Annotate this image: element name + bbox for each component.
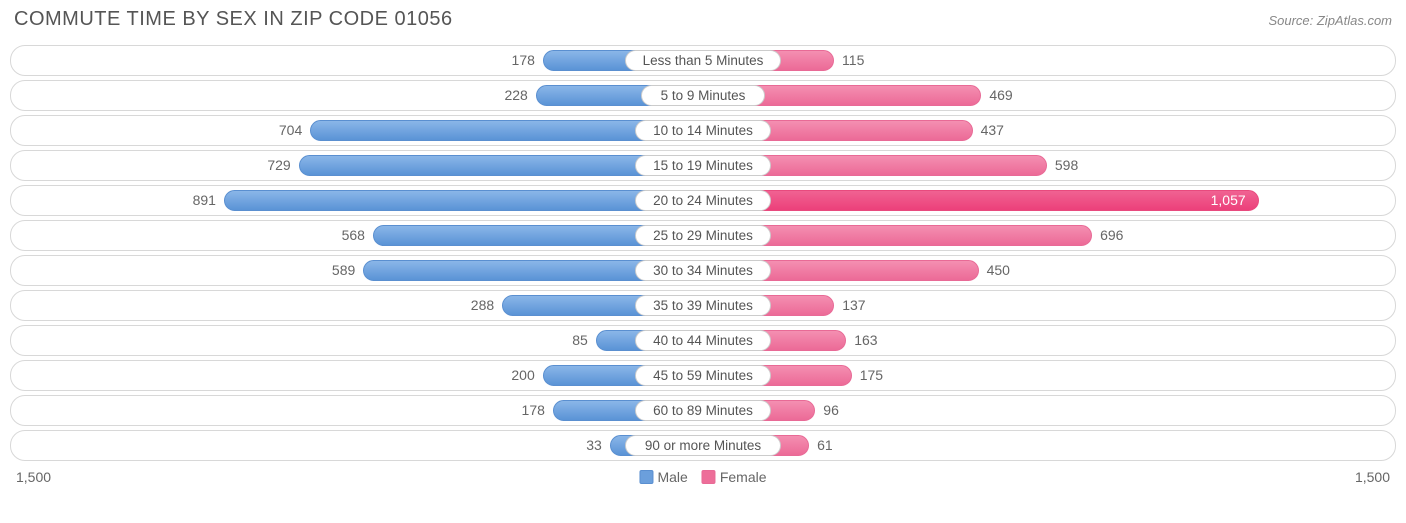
chart-header: COMMUTE TIME BY SEX IN ZIP CODE 01056 So… — [10, 8, 1396, 31]
female-value: 450 — [979, 256, 1010, 285]
chart-row: 729 598 15 to 19 Minutes — [10, 150, 1396, 181]
chart-row: 589 450 30 to 34 Minutes — [10, 255, 1396, 286]
chart-row: 891 1,057 20 to 24 Minutes — [10, 185, 1396, 216]
axis-left-label: 1,500 — [16, 469, 51, 485]
male-bar — [224, 190, 703, 211]
male-value: 729 — [267, 151, 298, 180]
female-value: 115 — [834, 46, 864, 75]
female-bar — [703, 190, 1259, 211]
male-value: 85 — [572, 326, 596, 355]
chart-row: 704 437 10 to 14 Minutes — [10, 115, 1396, 146]
category-pill: 25 to 29 Minutes — [635, 225, 771, 246]
chart-row: 568 696 25 to 29 Minutes — [10, 220, 1396, 251]
category-pill: 40 to 44 Minutes — [635, 330, 771, 351]
male-value: 228 — [504, 81, 535, 110]
male-value: 288 — [471, 291, 502, 320]
male-value: 891 — [193, 186, 224, 215]
category-pill: 45 to 59 Minutes — [635, 365, 771, 386]
chart-row: 85 163 40 to 44 Minutes — [10, 325, 1396, 356]
category-pill: 20 to 24 Minutes — [635, 190, 771, 211]
category-pill: 5 to 9 Minutes — [641, 85, 765, 106]
male-value: 178 — [512, 46, 543, 75]
male-value: 200 — [511, 361, 542, 390]
male-value: 589 — [332, 256, 363, 285]
category-pill: 90 or more Minutes — [625, 435, 781, 456]
category-pill: 60 to 89 Minutes — [635, 400, 771, 421]
category-pill: Less than 5 Minutes — [625, 50, 781, 71]
male-value: 178 — [522, 396, 553, 425]
chart-row: 200 175 45 to 59 Minutes — [10, 360, 1396, 391]
female-value: 96 — [815, 396, 839, 425]
female-value: 163 — [846, 326, 877, 355]
legend-male: Male — [639, 469, 687, 485]
female-value: 437 — [973, 116, 1004, 145]
legend: Male Female — [639, 469, 766, 485]
female-value: 175 — [852, 361, 883, 390]
male-value: 704 — [279, 116, 310, 145]
legend-female: Female — [702, 469, 767, 485]
category-pill: 30 to 34 Minutes — [635, 260, 771, 281]
category-pill: 15 to 19 Minutes — [635, 155, 771, 176]
chart-row: 178 115 Less than 5 Minutes — [10, 45, 1396, 76]
chart-source: Source: ZipAtlas.com — [1268, 13, 1392, 28]
diverging-bar-chart: 178 115 Less than 5 Minutes 228 469 5 to 9 Mi… — [10, 45, 1396, 461]
female-value: 598 — [1047, 151, 1078, 180]
female-value: 137 — [834, 291, 865, 320]
chart-footer: 1,500 Male Female 1,500 — [10, 465, 1396, 485]
female-value: 469 — [981, 81, 1012, 110]
female-value: 696 — [1092, 221, 1123, 250]
axis-right-label: 1,500 — [1355, 469, 1390, 485]
category-pill: 35 to 39 Minutes — [635, 295, 771, 316]
category-pill: 10 to 14 Minutes — [635, 120, 771, 141]
male-swatch-icon — [639, 470, 653, 484]
legend-male-label: Male — [657, 469, 687, 485]
male-value: 568 — [342, 221, 373, 250]
chart-row: 288 137 35 to 39 Minutes — [10, 290, 1396, 321]
female-swatch-icon — [702, 470, 716, 484]
female-value: 61 — [809, 431, 833, 460]
chart-row: 33 61 90 or more Minutes — [10, 430, 1396, 461]
male-value: 33 — [586, 431, 610, 460]
chart-title: COMMUTE TIME BY SEX IN ZIP CODE 01056 — [14, 8, 453, 31]
female-value: 1,057 — [1201, 186, 1256, 215]
chart-row: 228 469 5 to 9 Minutes — [10, 80, 1396, 111]
legend-female-label: Female — [720, 469, 767, 485]
chart-row: 178 96 60 to 89 Minutes — [10, 395, 1396, 426]
